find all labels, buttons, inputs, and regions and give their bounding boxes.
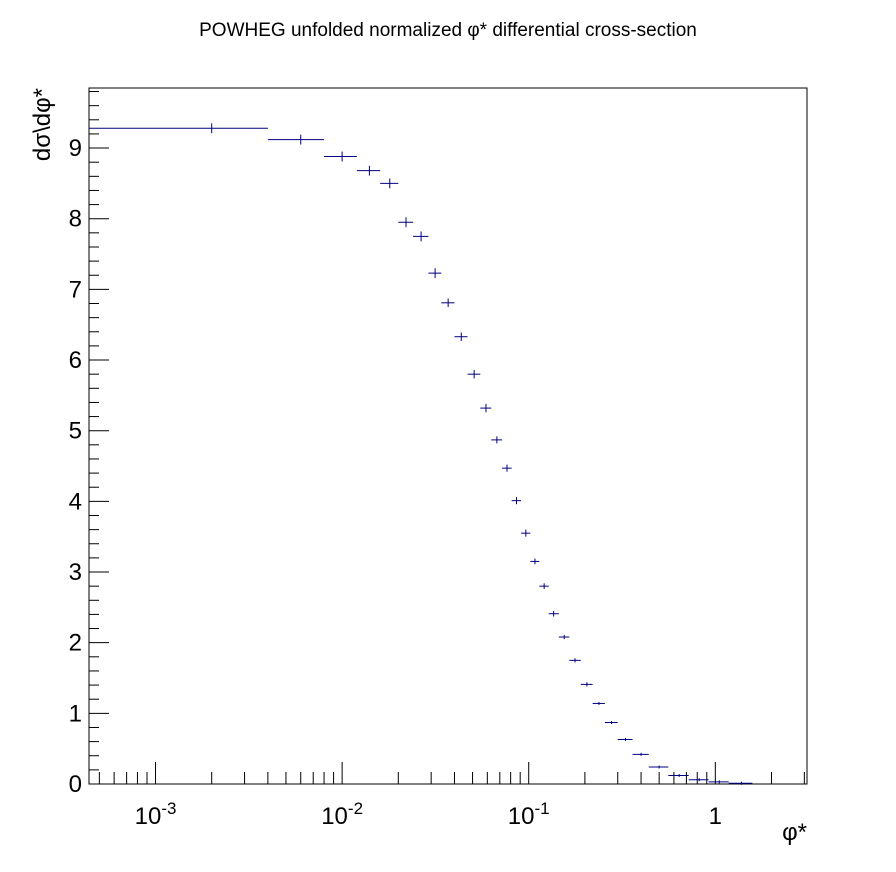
data-point	[617, 737, 633, 741]
y-tick-label: 4	[69, 488, 82, 515]
y-axis: 0 1 2 3 4 5 6 7 8 9	[69, 91, 109, 798]
y-tick-label: 2	[69, 630, 82, 657]
data-point	[558, 634, 570, 640]
y-tick-label: 0	[69, 771, 82, 798]
y-tick-label: 8	[69, 206, 82, 233]
data-point	[580, 682, 593, 687]
data-point	[428, 268, 442, 279]
x-tick-label: 10-1	[508, 799, 550, 830]
data-point	[548, 610, 559, 617]
data-point	[398, 217, 414, 228]
data-point	[413, 231, 429, 242]
x-axis: 10-3 10-2 10-1 1	[98, 762, 805, 830]
x-tick-label: 1	[709, 803, 722, 830]
y-tick-label: 7	[69, 276, 82, 303]
plot-frame	[88, 87, 808, 785]
data-point	[454, 332, 468, 341]
data-point	[708, 780, 729, 784]
x-tick-label: 10-3	[135, 799, 177, 830]
data-point	[569, 658, 581, 663]
data-point	[380, 178, 399, 189]
data-point	[467, 369, 481, 379]
y-tick-label: 3	[69, 559, 82, 586]
data-point	[491, 436, 503, 444]
y-tick-label: 1	[69, 700, 82, 727]
data-point	[521, 529, 531, 537]
data-point	[592, 701, 605, 705]
data-point	[511, 497, 522, 505]
data-point	[648, 765, 669, 769]
y-tick-label: 9	[69, 135, 82, 162]
data-point	[324, 151, 357, 162]
data-point	[480, 403, 492, 413]
x-axis-label: φ*	[782, 819, 807, 846]
data-point	[668, 774, 689, 778]
data-point	[267, 134, 325, 145]
data-point	[502, 464, 512, 472]
x-tick-label: 10-2	[321, 799, 363, 830]
data-point	[530, 558, 540, 565]
data-series	[89, 123, 753, 785]
data-point	[604, 721, 618, 725]
y-tick-label: 6	[69, 347, 82, 374]
chart-title: POWHEG unfolded normalized φ* differenti…	[199, 20, 697, 41]
data-point	[441, 298, 455, 308]
data-point	[728, 781, 753, 785]
data-point	[356, 165, 381, 176]
data-point	[632, 752, 649, 756]
y-axis-label: dσ\dφ*	[29, 88, 56, 161]
data-point	[89, 123, 268, 134]
data-point	[539, 583, 549, 589]
data-point	[688, 778, 709, 782]
y-tick-label: 5	[69, 418, 82, 445]
